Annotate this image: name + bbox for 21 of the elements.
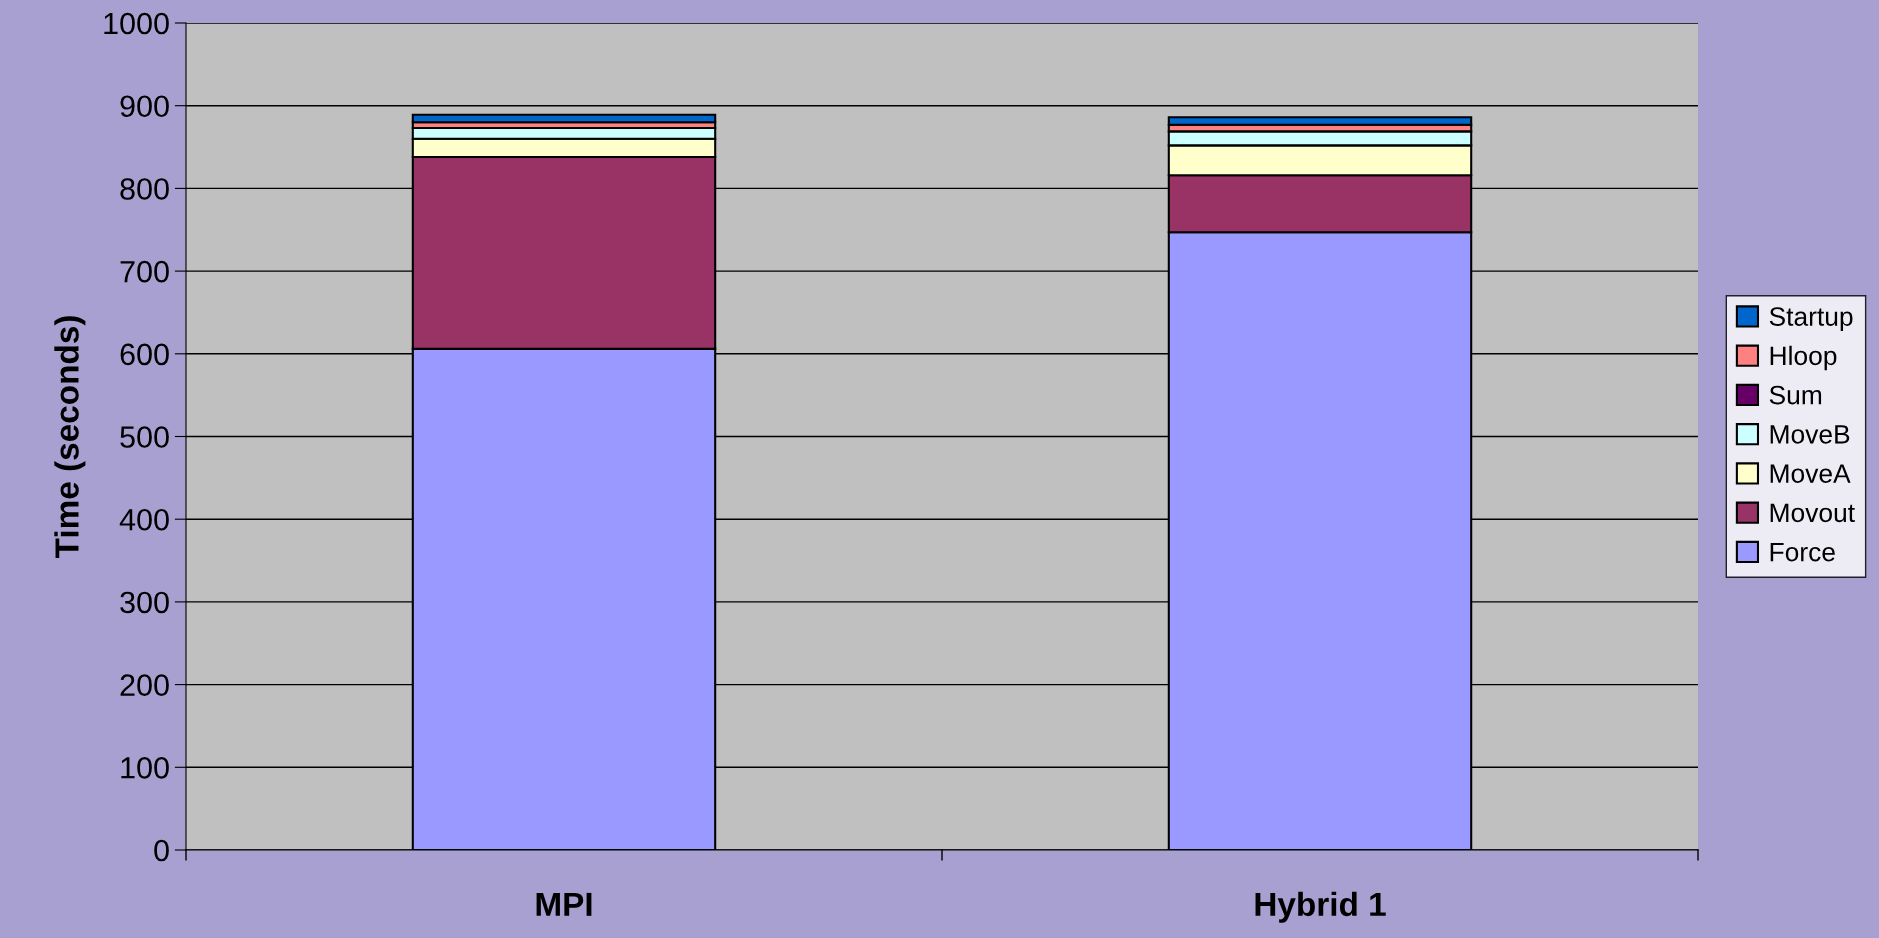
legend-label: Startup <box>1769 307 1853 332</box>
legend-label: Hloop <box>1770 345 1837 371</box>
y-tick-label: 900 <box>120 95 169 118</box>
y-axis-title: Time (seconds) <box>54 316 86 559</box>
y-tick-label: 1000 <box>104 12 169 35</box>
y-tick-label: 300 <box>120 591 169 614</box>
y-tick-label: 600 <box>120 343 169 366</box>
y-tick-label: 400 <box>119 508 169 531</box>
y-tick-label: 0 <box>154 839 169 862</box>
legend-label: Force <box>1770 543 1835 562</box>
legend-label: MoveA <box>1770 464 1851 483</box>
x-tick-label: Hybrid 1 <box>1255 891 1386 923</box>
y-tick-label: 700 <box>120 260 169 283</box>
legend-label: Movout <box>1770 503 1855 523</box>
y-tick-label: 500 <box>120 426 169 448</box>
y-tick-label: 800 <box>120 178 169 200</box>
legend-label: MoveB <box>1770 425 1850 444</box>
y-tick-label: 200 <box>120 674 169 696</box>
legend-label: Sum <box>1769 385 1822 405</box>
y-tick-label: 100 <box>121 757 169 779</box>
x-tick-label: MPI <box>536 892 592 916</box>
